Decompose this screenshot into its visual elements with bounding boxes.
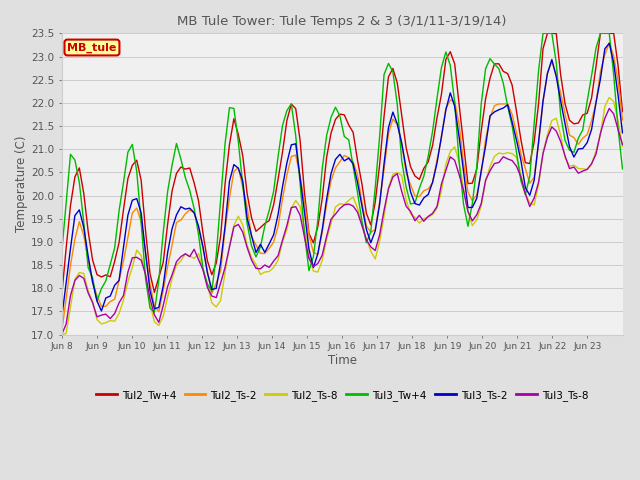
Y-axis label: Temperature (C): Temperature (C)	[15, 136, 28, 232]
X-axis label: Time: Time	[328, 354, 356, 367]
Title: MB Tule Tower: Tule Temps 2 & 3 (3/1/11-3/19/14): MB Tule Tower: Tule Temps 2 & 3 (3/1/11-…	[177, 15, 507, 28]
Legend: Tul2_Tw+4, Tul2_Ts-2, Tul2_Ts-8, Tul3_Tw+4, Tul3_Ts-2, Tul3_Ts-8: Tul2_Tw+4, Tul2_Ts-2, Tul2_Ts-8, Tul3_Tw…	[92, 385, 593, 405]
Text: MB_tule: MB_tule	[67, 42, 116, 53]
